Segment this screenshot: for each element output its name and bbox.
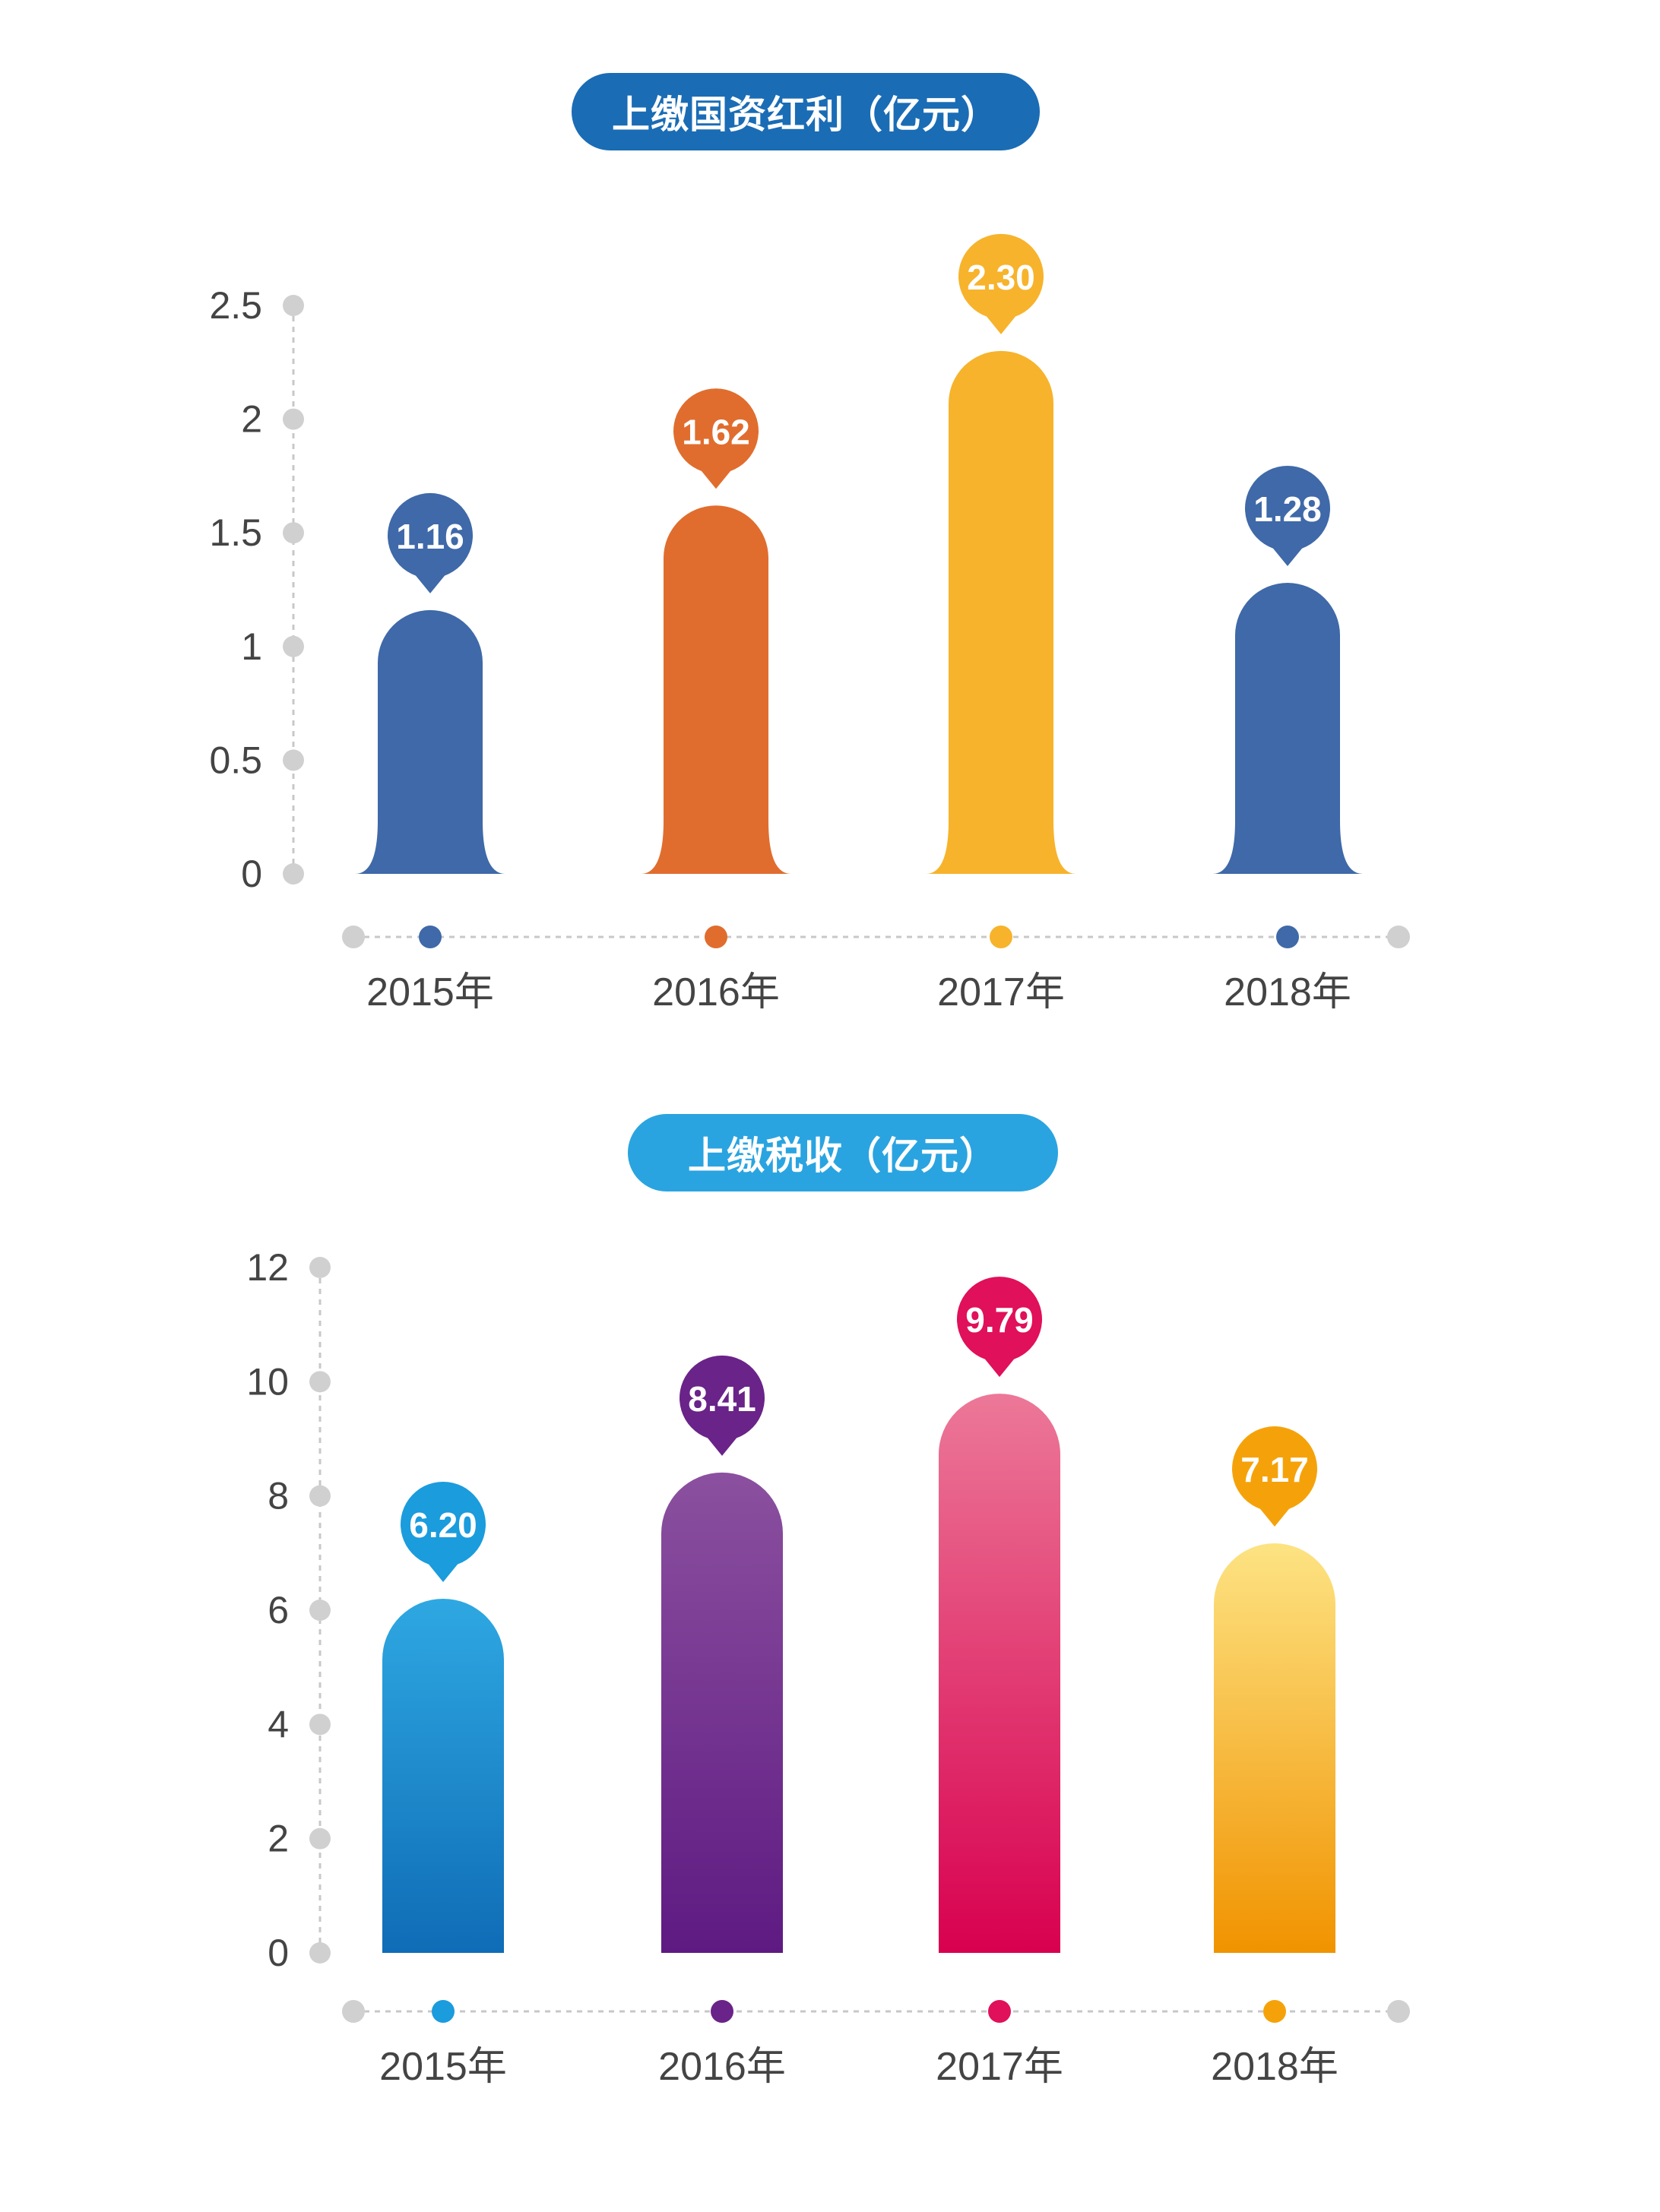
y-tick-dot [309, 1257, 331, 1278]
y-tick-label: 6 [268, 1589, 289, 1631]
y-tick-dot [309, 1600, 331, 1621]
value-label-pin [388, 492, 474, 593]
y-tick-label: 0 [268, 1932, 289, 1974]
x-tick-label: 2015年 [379, 2045, 507, 2089]
data-label: 6.20 [409, 1505, 477, 1545]
x-axis-start-dot [342, 2000, 365, 2023]
y-tick-label: 0 [241, 853, 262, 895]
value-label-pin [673, 388, 759, 489]
y-tick-label: 1 [241, 625, 262, 668]
y-tick-label: 8 [268, 1475, 289, 1517]
x-category-dot [1276, 926, 1299, 948]
bar [661, 1472, 783, 1953]
bar [382, 1598, 504, 1953]
bar [1214, 1543, 1335, 1953]
bar [939, 1394, 1060, 1953]
data-label: 1.16 [396, 517, 464, 556]
data-label: 1.28 [1253, 489, 1322, 529]
y-tick-dot [283, 295, 304, 316]
chart-1: 0 0.5 1 1.5 2 2.5 1.16 2015年 1.62 2016年 2.30 2017年 1… [209, 233, 1410, 1014]
x-category-dot [711, 2000, 733, 2023]
bar [641, 505, 791, 874]
y-tick-label: 4 [268, 1703, 289, 1745]
value-label-pin [958, 233, 1044, 334]
y-tick-dot [309, 1485, 331, 1507]
data-label: 9.79 [965, 1300, 1034, 1340]
chart-title-taxes: 上缴税收（亿元） [628, 1114, 1058, 1191]
y-tick-dot [283, 635, 304, 657]
x-category-dot [988, 2000, 1011, 2023]
y-tick-label: 2 [268, 1818, 289, 1860]
y-tick-dot [309, 1714, 331, 1736]
x-tick-label: 2015年 [366, 970, 494, 1014]
data-label: 2.30 [967, 258, 1035, 297]
value-label-pin [1232, 1426, 1317, 1527]
y-tick-dot [283, 863, 304, 884]
chart-title-dividends: 上缴国资红利（亿元） [572, 73, 1040, 150]
x-axis-end-dot [1387, 926, 1410, 948]
x-category-dot [990, 926, 1012, 948]
x-category-dot [432, 2000, 455, 2023]
bar [1212, 583, 1363, 874]
y-tick-label: 0.5 [209, 739, 262, 781]
value-label-pin [680, 1355, 765, 1456]
x-tick-label: 2018年 [1211, 2045, 1338, 2089]
bar [926, 350, 1076, 874]
x-tick-label: 2018年 [1224, 970, 1351, 1014]
y-tick-dot [309, 1371, 331, 1393]
y-tick-label: 12 [246, 1246, 289, 1289]
y-tick-label: 2 [241, 398, 262, 441]
y-tick-label: 2.5 [209, 284, 262, 327]
value-label-pin [957, 1277, 1043, 1378]
value-label-pin [1245, 466, 1330, 567]
x-tick-label: 2016年 [652, 970, 780, 1014]
value-label-pin [401, 1481, 486, 1582]
bar [355, 609, 505, 874]
y-tick-dot [283, 749, 304, 771]
y-tick-dot [309, 1828, 331, 1850]
x-axis-start-dot [342, 926, 365, 948]
data-label: 7.17 [1240, 1450, 1309, 1489]
data-label: 1.62 [682, 412, 750, 451]
x-axis-end-dot [1387, 2000, 1410, 2023]
x-category-dot [705, 926, 727, 948]
y-tick-dot [309, 1942, 331, 1964]
y-tick-label: 1.5 [209, 511, 262, 554]
x-tick-label: 2016年 [658, 2045, 786, 2089]
x-category-dot [1263, 2000, 1286, 2023]
y-tick-label: 10 [246, 1360, 289, 1403]
chart-2: 0 2 4 6 8 10 12 6.20 2015年 8.41 2016年 9.79 2017年 7.17… [246, 1246, 1410, 2089]
x-tick-label: 2017年 [937, 970, 1065, 1014]
x-tick-label: 2017年 [936, 2045, 1063, 2089]
y-tick-dot [283, 408, 304, 430]
data-label: 8.41 [688, 1379, 756, 1419]
x-category-dot [419, 926, 442, 948]
y-tick-dot [283, 522, 304, 544]
